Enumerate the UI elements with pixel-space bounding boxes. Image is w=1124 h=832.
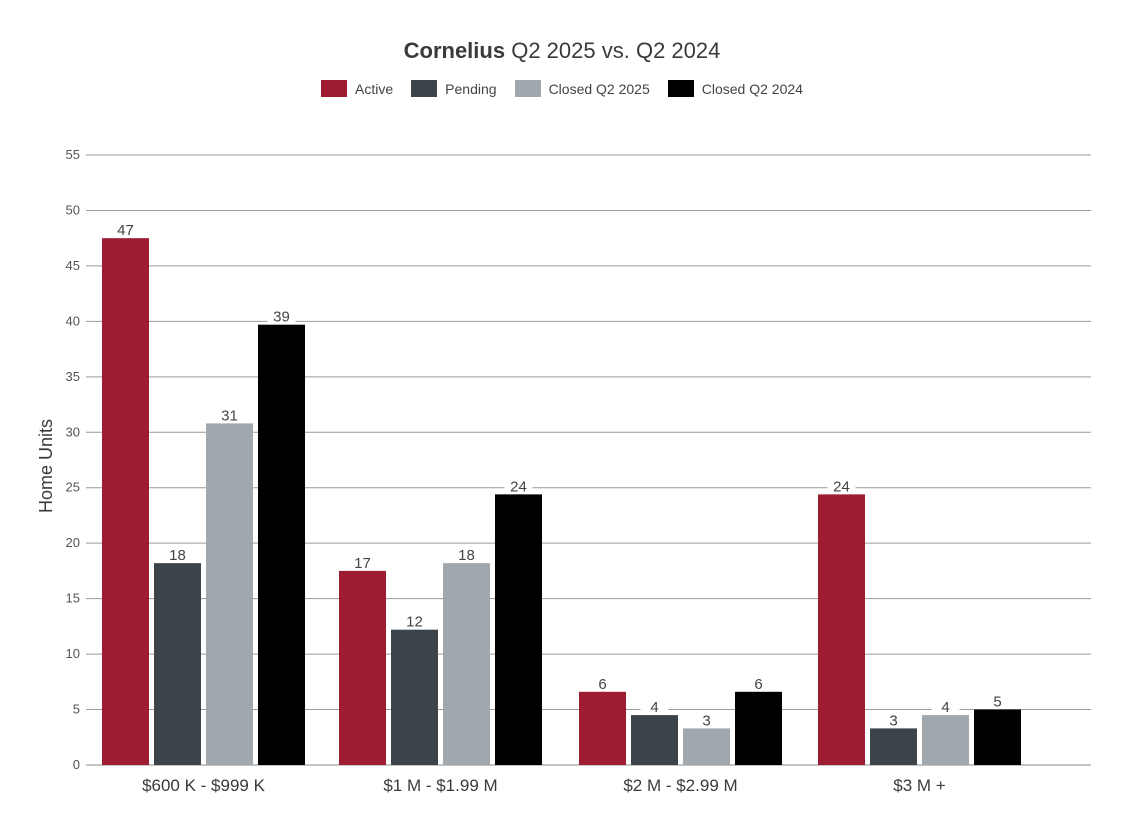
legend-item-closed-2024: Closed Q2 2024: [667, 80, 803, 97]
legend-item-closed-2025: Closed Q2 2025: [514, 80, 650, 97]
y-tick-label-25: 25: [66, 480, 80, 495]
bar-label-bg-0-0: [111, 221, 140, 238]
bar-label-bg-1-2: [640, 698, 669, 715]
bar-active-1: [339, 570, 386, 765]
bar-active-3: [818, 494, 865, 765]
bar-label-bg-0-2: [588, 674, 617, 691]
data-label-pending-1: 12: [406, 614, 423, 631]
bar-active-0: [102, 238, 149, 765]
bar-pending-3: [870, 728, 917, 765]
chart-title-bold: Cornelius: [403, 38, 506, 63]
data-label-active-0: 47: [117, 222, 134, 239]
y-tick-label-15: 15: [66, 591, 80, 606]
bar-label-bg-3-3: [983, 692, 1012, 709]
legend-item-active: Active: [321, 80, 393, 97]
bar-label-bg-2-3: [931, 698, 960, 715]
y-tick-label-0: 0: [73, 757, 80, 772]
bar-closed-q2-2024-3: [974, 709, 1021, 765]
bar-label-bg-1-1: [400, 612, 429, 629]
y-tick-label-10: 10: [66, 646, 80, 661]
bar-label-bg-0-1: [348, 553, 377, 570]
data-label-closed-q2-2024-1: 24: [510, 478, 527, 495]
legend-swatch-active: [321, 80, 348, 97]
y-axis-label: Home Units: [36, 419, 56, 513]
y-tick-label-20: 20: [66, 535, 80, 550]
bar-label-bg-3-2: [744, 674, 773, 691]
bar-pending-1: [391, 629, 438, 765]
data-label-closed-q2-2025-0: 31: [221, 407, 238, 424]
legend-item-pending: Pending: [411, 80, 497, 97]
data-label-closed-q2-2025-2: 3: [702, 712, 710, 729]
bar-label-bg-2-2: [692, 711, 721, 728]
data-label-active-1: 17: [354, 555, 371, 572]
bar-pending-0: [154, 563, 201, 765]
bar-label-bg-3-0: [267, 307, 296, 324]
bar-label-bg-0-3: [827, 477, 856, 494]
chart-title-rest: Q2 2025 vs. Q2 2024: [511, 38, 721, 63]
data-label-pending-3: 3: [889, 712, 897, 729]
bar-label-bg-1-0: [163, 546, 192, 563]
bar-label-bg-1-3: [879, 711, 908, 728]
data-label-active-2: 6: [598, 676, 606, 693]
x-tick-label-0: $600 K - $999 K: [142, 776, 266, 795]
y-tick-label-35: 35: [66, 369, 80, 384]
bar-closed-q2-2024-1: [495, 494, 542, 765]
legend-label-pending: Pending: [445, 80, 497, 97]
bar-closed-q2-2024-2: [735, 691, 782, 765]
bar-label-bg-2-0: [215, 406, 244, 423]
legend-label-active: Active: [355, 80, 394, 97]
legend-swatch-closed-2025: [514, 80, 541, 97]
y-tick-label-45: 45: [66, 258, 80, 273]
bar-closed-q2-2025-0: [206, 423, 253, 765]
y-tick-label-50: 50: [66, 202, 80, 217]
data-label-closed-q2-2024-0: 39: [273, 309, 290, 326]
bar-closed-q2-2025-1: [443, 563, 490, 765]
data-label-pending-2: 4: [650, 699, 658, 716]
data-label-closed-q2-2025-3: 4: [941, 699, 949, 716]
chart-title: Cornelius Q2 2025 vs. Q2 2024: [0, 38, 1124, 64]
x-tick-label-2: $2 M - $2.99 M: [623, 776, 737, 795]
bar-closed-q2-2024-0: [258, 324, 305, 765]
bar-active-2: [579, 691, 626, 765]
bar-label-bg-3-1: [504, 477, 533, 494]
legend: Active Pending Closed Q2 2025 Closed Q2 …: [0, 80, 1124, 97]
data-label-active-3: 24: [833, 478, 850, 495]
x-tick-label-1: $1 M - $1.99 M: [383, 776, 497, 795]
data-label-closed-q2-2024-3: 5: [993, 694, 1001, 711]
legend-swatch-pending: [411, 80, 438, 97]
y-tick-label-5: 5: [73, 702, 80, 717]
y-tick-label-40: 40: [66, 313, 80, 328]
bar-pending-2: [631, 715, 678, 765]
data-label-closed-q2-2024-2: 6: [754, 676, 762, 693]
data-label-pending-0: 18: [169, 547, 186, 564]
bar-closed-q2-2025-2: [683, 728, 730, 765]
y-tick-label-55: 55: [66, 147, 80, 162]
x-tick-label-3: $3 M +: [893, 776, 946, 795]
y-tick-label-30: 30: [66, 424, 80, 439]
legend-swatch-closed-2024: [667, 80, 694, 97]
bar-closed-q2-2025-3: [922, 715, 969, 765]
data-label-closed-q2-2025-1: 18: [458, 547, 475, 564]
legend-label-closed-2025: Closed Q2 2025: [548, 80, 650, 97]
bar-label-bg-2-1: [452, 546, 481, 563]
legend-label-closed-2024: Closed Q2 2024: [701, 80, 803, 97]
